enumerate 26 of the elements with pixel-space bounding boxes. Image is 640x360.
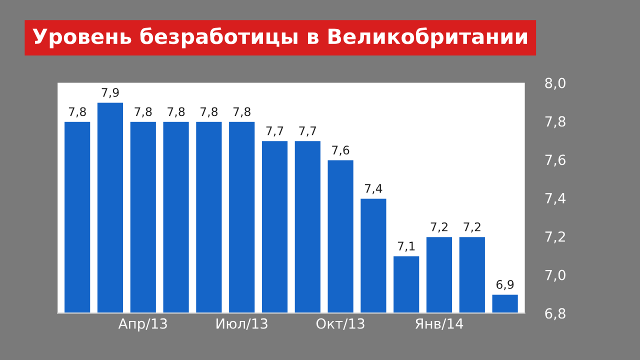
data-label: 7,8 xyxy=(68,107,86,118)
data-label: 7,2 xyxy=(464,222,480,233)
data-label: 7,8 xyxy=(134,107,152,118)
x-tick-label: Янв/14 xyxy=(416,318,464,330)
chart-title: Уровень безработицы в Великобритании xyxy=(32,27,528,48)
data-label: 7,8 xyxy=(233,107,250,118)
data-label: 7,2 xyxy=(430,222,448,233)
x-tick-label: Июл/13 xyxy=(216,318,268,330)
data-label: 7,8 xyxy=(200,107,218,118)
y-tick-label: 8,0 xyxy=(545,78,566,90)
data-label: 7,7 xyxy=(266,126,284,137)
y-tick-label: 7,0 xyxy=(545,270,566,282)
x-tick-label: Окт/13 xyxy=(316,318,364,330)
y-tick-label: 6,8 xyxy=(545,308,566,320)
data-label: 7,8 xyxy=(168,107,185,118)
data-label: 7,4 xyxy=(365,184,382,194)
y-tick-label: 7,8 xyxy=(545,116,566,128)
data-label: 7,6 xyxy=(332,146,350,156)
y-tick-label: 7,2 xyxy=(545,231,565,244)
data-label: 7,7 xyxy=(299,126,316,137)
y-tick-label: 7,4 xyxy=(545,193,566,205)
data-label: 6,9 xyxy=(496,280,514,290)
data-label: 7,1 xyxy=(398,242,415,252)
y-tick-label: 7,6 xyxy=(545,154,566,166)
data-label: 7,9 xyxy=(102,88,119,98)
x-tick-label: Апр/13 xyxy=(118,318,167,332)
